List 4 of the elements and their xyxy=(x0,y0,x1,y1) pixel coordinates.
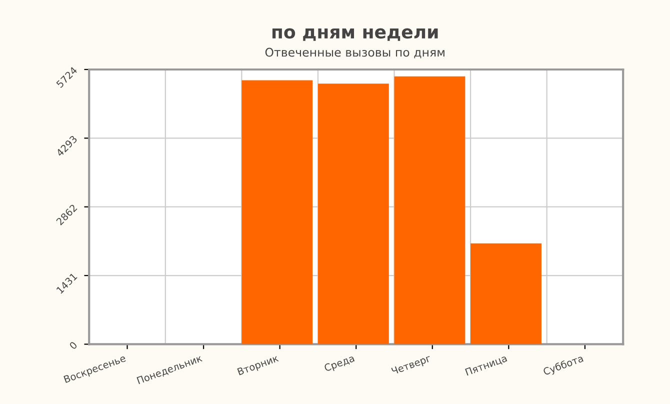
x-tick-label: Среда xyxy=(324,354,356,374)
chart-title: по дням недели xyxy=(272,28,438,41)
chart-subtitle: Отвеченные вызовы по дням xyxy=(265,48,444,58)
y-tick-label: 0 xyxy=(68,341,78,350)
